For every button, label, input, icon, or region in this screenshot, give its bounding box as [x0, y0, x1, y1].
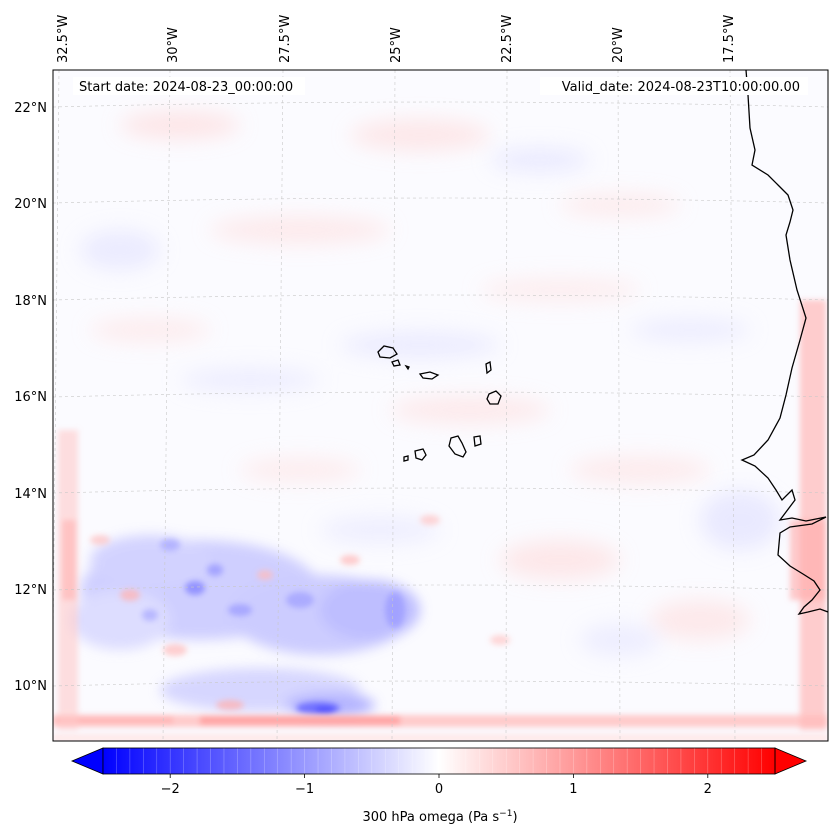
lat-label: 10°N	[14, 679, 47, 694]
lon-label: 20°W	[611, 27, 626, 63]
valid-date-label: Valid_date: 2024-08-23T10:00:00.00	[562, 80, 800, 95]
colorbar-tick-label: −2	[161, 782, 180, 797]
lon-label: 22.5°W	[500, 15, 515, 63]
colorbar-ticks: −2 −1 0 1 2	[161, 774, 712, 797]
colorbar-extend-left	[70, 747, 104, 775]
lon-label: 25°W	[389, 27, 404, 63]
lat-label: 22°N	[14, 101, 47, 116]
lat-label: 16°N	[14, 390, 47, 405]
lon-label: 32.5°W	[56, 15, 71, 63]
latitude-labels: 22°N 20°N 18°N 16°N 14°N 12°N 10°N	[14, 101, 47, 694]
longitude-labels: 32.5°W 30°W 27.5°W 25°W 22.5°W 20°W 17.5…	[56, 15, 737, 63]
lon-label: 27.5°W	[278, 15, 293, 63]
colorbar-level-lines	[116, 748, 762, 774]
lon-label: 17.5°W	[722, 15, 737, 63]
colorbar-tick-label: 1	[569, 782, 577, 797]
lat-label: 20°N	[14, 197, 47, 212]
colorbar-tick-label: −1	[295, 782, 314, 797]
colorbar-tick-label: 2	[704, 782, 712, 797]
colorbar-tick-label: 0	[435, 782, 443, 797]
lat-label: 12°N	[14, 583, 47, 598]
colorbar: −2 −1 0 1 2 300 hPa omega (Pa s−1)	[70, 747, 808, 825]
start-date-label: Start date: 2024-08-23_00:00:00	[79, 80, 293, 95]
map-panel	[53, 70, 828, 741]
lat-label: 18°N	[14, 294, 47, 309]
colorbar-extend-right	[774, 747, 808, 775]
lat-label: 14°N	[14, 487, 47, 502]
lon-label: 30°W	[166, 27, 181, 63]
colorbar-gradient	[103, 748, 775, 774]
africa-coastline	[740, 70, 828, 616]
colorbar-label: 300 hPa omega (Pa s−1)	[362, 809, 517, 825]
cabo-verde-islands	[377, 345, 502, 462]
map-frame	[52, 69, 829, 742]
